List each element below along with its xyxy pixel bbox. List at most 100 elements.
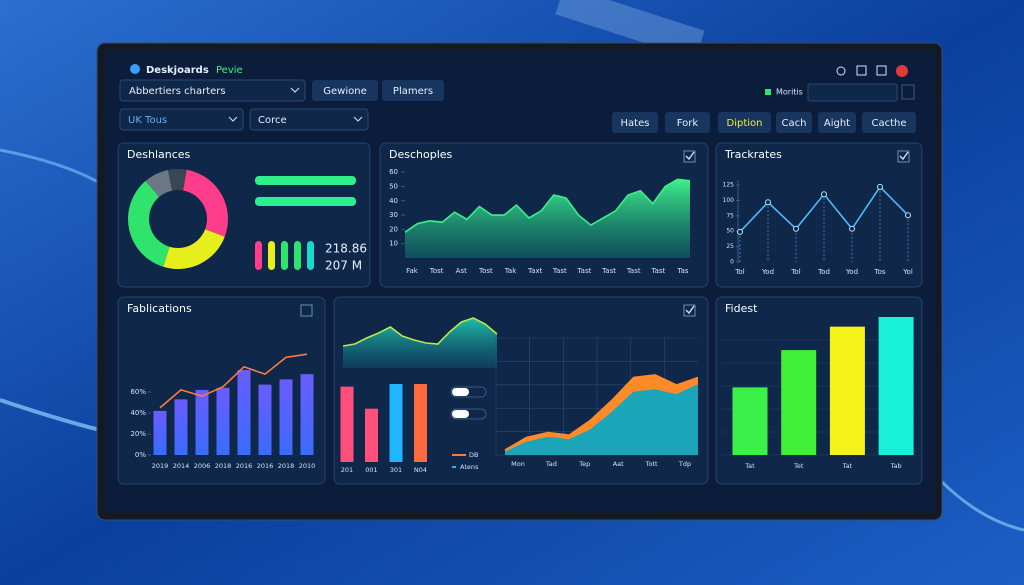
x-tick-label: Tos — [873, 268, 885, 276]
x-tick-label: 2014 — [173, 462, 190, 470]
bar — [153, 410, 167, 455]
area-line — [342, 317, 498, 347]
button[interactable] — [665, 112, 710, 133]
avatar[interactable] — [896, 65, 908, 77]
panel-title: Fidest — [725, 302, 758, 315]
x-tick-label: 2010 — [299, 462, 316, 470]
light-streak — [555, 0, 705, 60]
legend-label: Atens — [460, 463, 479, 471]
button-label: Diption — [727, 118, 763, 129]
x-tick-label: 301 — [390, 466, 402, 474]
panel-title: Trackrates — [724, 148, 782, 161]
bar — [878, 317, 914, 455]
donut-segment — [167, 169, 187, 191]
panel — [715, 142, 923, 288]
y-tick-label: 20% — [130, 430, 146, 438]
x-tick-label: Aat — [613, 460, 624, 468]
tab-label: Plamers — [393, 86, 433, 97]
x-tick-label: 2018 — [278, 462, 295, 470]
progress-bar — [255, 176, 356, 185]
panel-title: Deshlances — [127, 148, 191, 161]
checkbox[interactable] — [300, 304, 313, 317]
dropdown-label: Abbertiers charters — [129, 86, 226, 97]
area-fill — [343, 318, 497, 368]
tab-label: Gewione — [323, 86, 366, 97]
toggle[interactable] — [450, 386, 487, 398]
point — [905, 212, 911, 219]
y-tick-label: 125 — [723, 182, 735, 189]
point — [849, 225, 855, 232]
pill — [294, 241, 301, 270]
checkbox[interactable] — [897, 150, 910, 163]
point — [877, 183, 883, 190]
point — [765, 199, 771, 206]
button[interactable] — [718, 112, 771, 133]
toggle[interactable] — [450, 408, 487, 420]
point — [821, 191, 827, 198]
button[interactable] — [612, 112, 658, 133]
checkmark — [685, 305, 695, 315]
area-line — [504, 384, 699, 454]
input[interactable] — [807, 83, 898, 102]
button[interactable] — [862, 112, 916, 133]
area-fill — [405, 179, 690, 258]
x-tick-label: N04 — [414, 466, 427, 474]
y-tick-label: 10 — [389, 240, 398, 248]
x-tick-label: 2018 — [215, 462, 232, 470]
line — [159, 353, 308, 409]
status-dot — [765, 89, 771, 95]
checkbox[interactable] — [683, 150, 696, 163]
tab[interactable] — [382, 80, 444, 101]
x-tick-label: Tet — [793, 462, 804, 470]
area-line — [504, 374, 699, 451]
bar — [216, 387, 230, 455]
x-tick-label: Tod — [817, 268, 830, 276]
icon[interactable] — [856, 65, 867, 76]
area-line — [404, 178, 691, 233]
bar — [365, 408, 378, 462]
logo — [130, 64, 140, 74]
checkbox[interactable] — [683, 304, 696, 317]
button-label: Hates — [621, 118, 650, 129]
button[interactable] — [818, 112, 856, 133]
x-tick-label: Ast — [456, 267, 467, 275]
pill — [281, 241, 288, 270]
bar — [414, 384, 427, 462]
point — [793, 225, 799, 232]
y-tick-label: 60 — [389, 168, 398, 176]
area-fill — [505, 385, 698, 455]
bar — [279, 379, 293, 455]
search-icon[interactable] — [836, 66, 846, 76]
x-tick-label: Tab — [890, 462, 902, 470]
x-tick-label: Yol — [902, 268, 913, 276]
progress-bar — [255, 197, 356, 206]
status-label: Moritis — [776, 88, 803, 97]
light-streak — [0, 398, 101, 432]
point — [737, 228, 743, 235]
button[interactable] — [776, 112, 812, 133]
x-tick-label: 2019 — [152, 462, 169, 470]
donut-segment — [163, 229, 225, 269]
x-tick-label: Tast — [626, 267, 641, 275]
icon[interactable] — [901, 84, 915, 100]
bar — [781, 350, 817, 455]
x-tick-label: Tast — [577, 267, 592, 275]
dropdown[interactable] — [249, 108, 369, 131]
button-label: Cacthe — [871, 118, 906, 129]
y-tick-label: 50 — [389, 182, 398, 190]
bar — [829, 326, 865, 455]
y-tick-label: 40 — [389, 197, 398, 205]
x-tick-label: Tost — [478, 267, 493, 275]
chevron — [228, 116, 238, 122]
tab[interactable] — [312, 80, 378, 101]
dropdown[interactable] — [119, 79, 306, 102]
bar — [732, 387, 768, 455]
button-label: Fork — [677, 118, 699, 129]
x-tick-label: Fak — [406, 267, 419, 275]
pill — [307, 241, 314, 270]
dropdown[interactable] — [119, 108, 244, 131]
button-label: Cach — [782, 118, 807, 129]
x-tick-label: Tak — [504, 267, 517, 275]
icon[interactable] — [876, 65, 887, 76]
